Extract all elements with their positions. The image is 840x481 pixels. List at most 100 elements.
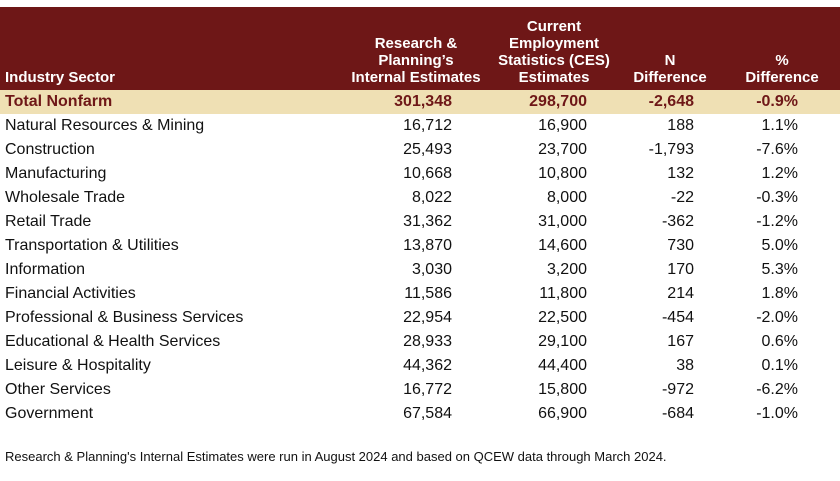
row-ces: 44,400 [538,357,587,374]
footnote: Research & Planning's Internal Estimates… [5,449,667,464]
row-n-diff: -362 [661,213,694,230]
row-sector: Transportation & Utilities [5,237,179,254]
row-sector: Manufacturing [5,165,107,182]
row-pct-diff: 0.6% [761,333,798,350]
row-n-diff: -1,793 [648,141,694,158]
row-pct-diff: -2.0% [756,309,798,326]
row-n-diff: 167 [667,333,694,350]
total-n-diff: -2,648 [648,93,694,110]
row-ces: 15,800 [538,381,587,398]
row-internal: 31,362 [403,213,452,230]
row-internal: 8,022 [411,189,452,206]
table-row: Information 3,030 3,200 170 5.3% [0,258,840,282]
row-ces: 10,800 [538,165,587,182]
header-row: Industry Sector Research & Planning’s In… [0,7,840,90]
row-n-diff: 132 [667,165,694,182]
row-sector: Other Services [5,381,111,398]
row-sector: Leisure & Hospitality [5,357,151,374]
total-sector: Total Nonfarm [5,93,113,110]
header-internal-line-3: Internal Estimates [351,69,481,86]
row-n-diff: 730 [667,237,694,254]
row-internal: 67,584 [403,405,452,422]
table-body: Total Nonfarm 301,348 298,700 -2,648 -0.… [0,90,840,426]
row-ces: 22,500 [538,309,587,326]
header-pct-line-2: Difference [745,69,819,86]
row-sector: Wholesale Trade [5,189,126,206]
header-n-difference: N Difference [616,7,724,90]
row-pct-diff: 1.1% [761,117,798,134]
row-internal: 28,933 [403,333,452,350]
row-internal: 22,954 [403,309,452,326]
table-row: Wholesale Trade 8,022 8,000 -22 -0.3% [0,186,840,210]
employment-estimates-table: Industry Sector Research & Planning’s In… [0,7,840,426]
row-sector: Natural Resources & Mining [5,117,205,134]
row-internal: 10,668 [403,165,452,182]
row-ces: 8,000 [546,189,587,206]
header-ces-line-4: Estimates [518,69,590,86]
header-ces-line-3: Statistics (CES) [498,52,610,69]
table-row: Professional & Business Services 22,954 … [0,306,840,330]
table-row: Construction 25,493 23,700 -1,793 -7.6% [0,138,840,162]
table-row: Financial Activities 11,586 11,800 214 1… [0,282,840,306]
row-sector: Professional & Business Services [5,309,244,326]
row-ces: 31,000 [538,213,587,230]
row-internal: 25,493 [403,141,452,158]
row-ces: 16,900 [538,117,587,134]
row-internal: 44,362 [403,357,452,374]
table-row: Manufacturing 10,668 10,800 132 1.2% [0,162,840,186]
row-ces: 14,600 [538,237,587,254]
header-ces-line-2: Employment [508,35,599,52]
table-row: Educational & Health Services 28,933 29,… [0,330,840,354]
row-pct-diff: 5.3% [761,261,798,278]
row-ces: 29,100 [538,333,587,350]
row-pct-diff: 0.1% [761,357,798,374]
row-ces: 3,200 [546,261,587,278]
total-pct-diff: -0.9% [756,93,798,110]
header-internal-line-2: Planning’s [378,52,454,69]
header-pct-line-1: % [775,52,789,69]
row-pct-diff: -1.0% [756,405,798,422]
row-n-diff: 170 [667,261,694,278]
row-n-diff: 188 [667,117,694,134]
total-internal: 301,348 [394,93,452,110]
table-row: Leisure & Hospitality 44,362 44,400 38 0… [0,354,840,378]
row-sector: Educational & Health Services [5,333,221,350]
header-internal-line-1: Research & [374,35,458,52]
row-n-diff: -454 [661,309,694,326]
total-nonfarm-row: Total Nonfarm 301,348 298,700 -2,648 -0.… [0,90,840,114]
row-ces: 23,700 [538,141,587,158]
row-pct-diff: -0.3% [756,189,798,206]
header-pct-difference: % Difference [724,7,840,90]
header-ces-line-1: Current [526,18,582,35]
header-industry-sector: Industry Sector [5,69,116,86]
row-n-diff: 38 [676,357,694,374]
row-n-diff: 214 [667,285,694,302]
row-pct-diff: -7.6% [756,141,798,158]
total-ces: 298,700 [529,93,587,110]
row-sector: Retail Trade [5,213,92,230]
table-row: Transportation & Utilities 13,870 14,600… [0,234,840,258]
row-sector: Information [5,261,86,278]
row-internal: 16,772 [403,381,452,398]
row-ces: 66,900 [538,405,587,422]
row-pct-diff: 1.2% [761,165,798,182]
row-pct-diff: 5.0% [761,237,798,254]
table-row: Other Services 16,772 15,800 -972 -6.2% [0,378,840,402]
row-n-diff: -972 [661,381,694,398]
row-pct-diff: -6.2% [756,381,798,398]
row-sector: Government [5,405,94,422]
row-n-diff: -22 [670,189,694,206]
header-internal-estimates: Research & Planning’s Internal Estimates [340,7,492,90]
row-ces: 11,800 [539,285,587,302]
row-n-diff: -684 [661,405,694,422]
row-internal: 11,586 [404,285,452,302]
header-n-line-2: Difference [633,69,707,86]
row-pct-diff: -1.2% [756,213,798,230]
header-ces-estimates: Current Employment Statistics (CES) Esti… [492,7,616,90]
row-internal: 13,870 [403,237,452,254]
row-pct-diff: 1.8% [761,285,798,302]
table-row: Natural Resources & Mining 16,712 16,900… [0,114,840,138]
header-n-line-1: N [664,52,676,69]
row-sector: Construction [5,141,95,158]
table-row: Government 67,584 66,900 -684 -1.0% [0,402,840,426]
